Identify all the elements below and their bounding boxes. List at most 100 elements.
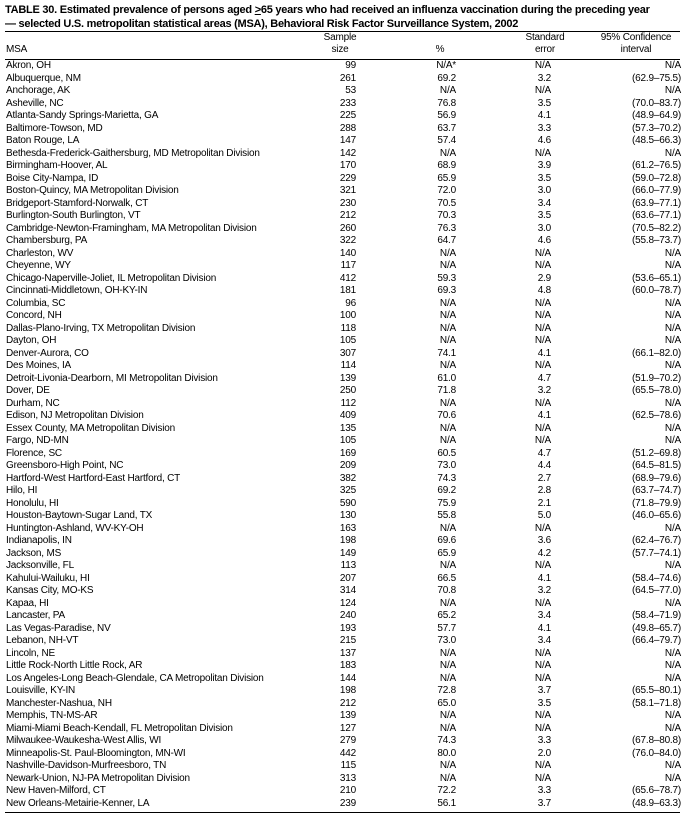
percent-cell: N/A — [439, 422, 456, 434]
table-row: Cambridge-Newton-Framingham, MA Metropol… — [5, 223, 681, 236]
sample-size-cell: 140 — [339, 247, 356, 259]
table-row: Jacksonville, FL 113 N/A N/A N/A — [5, 560, 681, 573]
standard-error-cell: 3.4 — [537, 635, 552, 646]
sample-size-cell: 207 — [339, 572, 356, 584]
table-row: Los Angeles-Long Beach-Glendale, CA Metr… — [5, 673, 681, 686]
standard-error-cell: N/A — [534, 672, 551, 684]
standard-error-cell: N/A — [534, 147, 551, 159]
standard-error-cell: 3.9 — [537, 160, 552, 171]
standard-error-cell: 3.3 — [537, 735, 552, 746]
confidence-interval-cell: (51.2–69.8) — [632, 447, 681, 459]
percent-cell: N/A — [439, 260, 456, 271]
confidence-interval-cell: (57.7–74.1) — [632, 547, 681, 559]
standard-error-cell: 3.3 — [537, 122, 552, 134]
table-row: Kahului-Wailuku, HI 207 66.5 4.1 (58.4–74.6) — [5, 573, 681, 586]
sample-size-cell: 144 — [339, 672, 356, 684]
confidence-interval-cell: (60.0–78.7) — [632, 285, 681, 296]
standard-error-cell: 3.4 — [537, 610, 552, 621]
msa-name-cell: Essex County, MA Metropolitan Division — [6, 422, 175, 434]
msa-name-cell: Denver-Aurora, CO — [6, 347, 89, 359]
sample-size-cell: 260 — [339, 222, 356, 234]
header-msa: MSA — [6, 44, 28, 55]
table-row: Concord, NH 100 N/A N/A N/A — [5, 310, 681, 323]
header-se-line1: Standard — [525, 32, 565, 43]
msa-name-cell: Detroit-Livonia-Dearborn, MI Metropolita… — [6, 372, 218, 384]
msa-name-cell: Little Rock-North Little Rock, AR — [6, 660, 143, 671]
standard-error-cell: 3.5 — [537, 210, 552, 221]
confidence-interval-cell: (70.5–82.2) — [632, 222, 681, 234]
standard-error-cell: 3.2 — [537, 585, 552, 596]
standard-error-cell: 4.8 — [537, 285, 552, 296]
confidence-interval-cell: (70.0–83.7) — [632, 97, 681, 109]
confidence-interval-cell: N/A — [664, 522, 681, 534]
confidence-interval-cell: (49.8–65.7) — [632, 622, 681, 634]
sample-size-cell: 240 — [339, 610, 356, 621]
percent-cell: N/A — [439, 772, 456, 784]
table-row: Des Moines, IA 114 N/A N/A N/A — [5, 360, 681, 373]
sample-size-cell: 409 — [339, 410, 356, 421]
percent-cell: N/A — [439, 322, 456, 334]
table-row: Florence, SC 169 60.5 4.7 (51.2–69.8) — [5, 448, 681, 461]
msa-name-cell: Chambersburg, PA — [6, 235, 88, 246]
percent-cell: 74.3 — [437, 735, 456, 746]
msa-name-cell: Baltimore-Towson, MD — [6, 122, 103, 134]
msa-name-cell: Minneapolis-St. Paul-Bloomington, MN-WI — [6, 747, 186, 759]
table-row: Kansas City, MO-KS 314 70.8 3.2 (64.5–77.0) — [5, 585, 681, 598]
msa-name-cell: Houston-Baytown-Sugar Land, TX — [6, 510, 153, 521]
standard-error-cell: 4.1 — [537, 622, 552, 634]
standard-error-cell: 3.0 — [537, 222, 552, 234]
msa-name-cell: Concord, NH — [6, 310, 62, 321]
table-row: Fargo, ND-MN 105 N/A N/A N/A — [5, 435, 681, 448]
table-row: Hartford-West Hartford-East Hartford, CT… — [5, 473, 681, 486]
sample-size-cell: 115 — [340, 760, 357, 771]
percent-cell: N/A — [439, 435, 456, 446]
standard-error-cell: N/A — [534, 722, 551, 734]
percent-cell: 64.7 — [437, 235, 456, 246]
percent-cell: 72.8 — [437, 685, 456, 696]
sample-size-cell: 215 — [339, 635, 356, 646]
percent-cell: 73.0 — [437, 635, 456, 646]
percent-cell: 70.3 — [437, 210, 456, 221]
confidence-interval-cell: (66.4–79.7) — [632, 635, 681, 646]
standard-error-cell: N/A — [534, 760, 551, 771]
percent-cell: 69.2 — [437, 72, 456, 84]
table-row: Memphis, TN-MS-AR 139 N/A N/A N/A — [5, 710, 681, 723]
standard-error-cell: 2.7 — [537, 472, 552, 484]
sample-size-cell: 53 — [345, 85, 356, 96]
standard-error-cell: 2.1 — [537, 497, 552, 509]
percent-cell: 80.0 — [437, 747, 456, 759]
confidence-interval-cell: N/A — [664, 647, 681, 659]
msa-name-cell: Lancaster, PA — [6, 610, 65, 621]
sample-size-cell: 442 — [339, 747, 356, 759]
msa-name-cell: Hartford-West Hartford-East Hartford, CT — [6, 472, 181, 484]
sample-size-cell: 147 — [339, 135, 356, 146]
table-row: Burlington-South Burlington, VT 212 70.3 3.… — [5, 210, 681, 223]
sample-size-cell: 198 — [339, 535, 356, 546]
standard-error-cell: 2.9 — [537, 272, 552, 284]
percent-cell: 69.6 — [437, 535, 456, 546]
table-row: Akron, OH 99 N/A* N/A N/A — [5, 60, 681, 73]
percent-cell: N/A — [439, 247, 456, 259]
percent-cell: 70.6 — [437, 410, 456, 421]
standard-error-cell: 3.7 — [537, 797, 552, 809]
confidence-interval-cell: N/A — [664, 85, 681, 96]
confidence-interval-cell: N/A — [664, 397, 681, 409]
confidence-interval-cell: (59.0–72.8) — [632, 172, 681, 184]
sample-size-cell: 142 — [339, 147, 356, 159]
header-se-line2: error — [534, 44, 556, 55]
header-sample-size: Sample size — [300, 32, 380, 56]
table-row: Louisville, KY-IN 198 72.8 3.7 (65.5–80.1) — [5, 685, 681, 698]
confidence-interval-cell: (58.4–74.6) — [632, 572, 681, 584]
percent-cell: 60.5 — [437, 447, 456, 459]
table-row: Las Vegas-Paradise, NV 193 57.7 4.1 (49.8–65… — [5, 623, 681, 636]
header-ci-line2: interval — [620, 44, 652, 55]
header-confidence-interval: 95% Confidence interval — [596, 32, 676, 56]
sample-size-cell: 239 — [339, 797, 356, 809]
confidence-interval-cell: N/A — [664, 722, 681, 734]
msa-name-cell: New Haven-Milford, CT — [6, 785, 106, 796]
msa-name-cell: Kapaa, HI — [6, 597, 49, 609]
standard-error-cell: N/A — [534, 422, 551, 434]
sample-size-cell: 139 — [339, 372, 356, 384]
standard-error-cell: 3.0 — [537, 185, 552, 196]
msa-name-cell: Indianapolis, IN — [6, 535, 72, 546]
